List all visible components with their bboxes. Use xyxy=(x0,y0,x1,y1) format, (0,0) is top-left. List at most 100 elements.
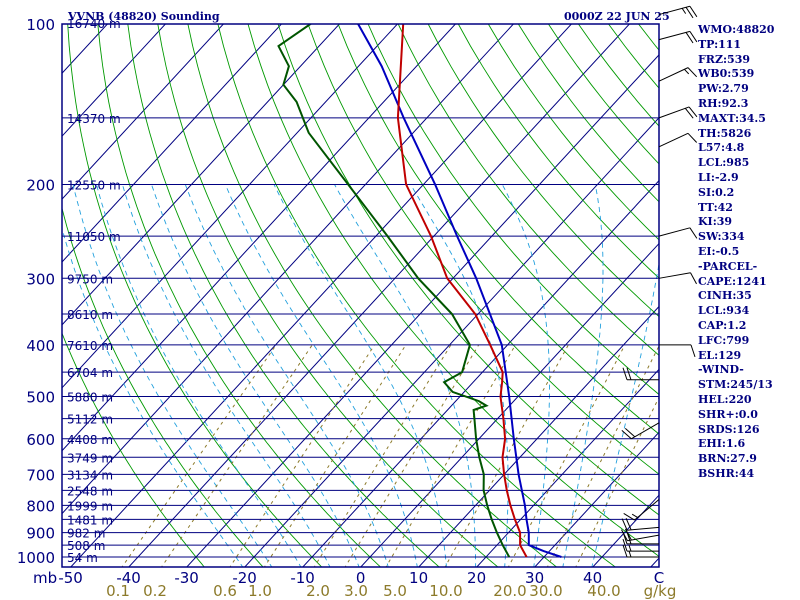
mixing-ratio-line xyxy=(229,344,375,567)
index-line: EHI:1.6 xyxy=(698,437,746,451)
index-line: TT:42 xyxy=(698,200,733,214)
moist-adiabat-line xyxy=(410,184,509,567)
height-label: 3749 m xyxy=(67,451,113,465)
plot-frame xyxy=(61,23,660,568)
index-line: LFC:799 xyxy=(698,333,750,347)
wind-barb-flag xyxy=(685,32,694,44)
wind-staff xyxy=(658,227,691,237)
pressure-label: 700 xyxy=(26,466,55,484)
wind-barb xyxy=(658,67,698,82)
temperature-tick-label: -30 xyxy=(174,569,199,587)
sounding-time: 0000Z 22 JUN 25 xyxy=(564,10,670,23)
temperature-trace xyxy=(396,24,528,558)
index-line: HEL:220 xyxy=(698,392,752,406)
wind-staff xyxy=(658,30,691,41)
isotherm-line xyxy=(62,24,167,137)
wind-barb xyxy=(658,106,698,119)
wind-barb xyxy=(659,344,696,358)
sounding-indices: WMO:48820 TP:111 FRZ:539 WB0:539 PW:2.79 RH:9… xyxy=(698,23,774,482)
temperature-unit-label: C xyxy=(654,569,664,587)
dry-adiabat-line xyxy=(62,332,205,567)
station-title: VVNB (48820) Sounding xyxy=(68,10,220,23)
temperature-tick-label: 0 xyxy=(356,569,366,587)
height-label: 6704 m xyxy=(67,366,113,380)
pressure-unit-label: mb xyxy=(33,569,57,587)
wind-barb xyxy=(658,5,698,19)
wind-barb-flag xyxy=(622,538,628,552)
mixing-ratio-line xyxy=(385,344,516,567)
index-line: KI:39 xyxy=(698,215,733,229)
mixing-ratio-tick-label: 20.0 xyxy=(493,582,526,600)
wind-barb-flag xyxy=(626,531,632,545)
wind-barb xyxy=(658,30,698,44)
isotherm-line xyxy=(244,116,659,567)
index-line: LCL:934 xyxy=(698,304,750,318)
wind-barb-flag xyxy=(622,531,628,545)
moist-adiabat-line xyxy=(184,184,389,567)
index-line: LI:-2.9 xyxy=(698,170,739,184)
wind-staff xyxy=(658,5,691,16)
isotherm-line xyxy=(186,54,659,567)
wind-barb xyxy=(622,531,659,545)
height-label: 1999 m xyxy=(67,499,113,513)
wind-staff xyxy=(658,272,691,279)
index-line: BSHR:44 xyxy=(698,466,755,480)
mixing-ratio-line xyxy=(160,344,313,567)
wind-barb-half xyxy=(684,68,690,75)
isotherm-line xyxy=(476,368,659,567)
temperature-tick-label: -40 xyxy=(116,569,141,587)
mixing-ratio-tick-label: 3.0 xyxy=(344,582,368,600)
wind-barb-flag xyxy=(621,518,628,531)
isotherm-line xyxy=(62,24,225,200)
moist-adiabat-line xyxy=(224,184,418,567)
wind-barb xyxy=(658,272,697,285)
wind-barb-flag xyxy=(622,544,628,558)
pressure-label: 800 xyxy=(26,497,55,515)
wind-barb-half xyxy=(628,550,632,558)
moist-adiabat-line xyxy=(62,226,244,567)
wind-barb xyxy=(622,538,659,552)
wind-staff xyxy=(627,534,660,542)
mixing-ratio-unit-label: g/kg xyxy=(644,582,677,600)
height-label: 8610 m xyxy=(67,308,113,322)
height-label: 5112 m xyxy=(67,413,113,427)
mixing-ratio-tick-label: 0.6 xyxy=(213,582,237,600)
moist-adiabat-line xyxy=(151,184,360,567)
temperature-tick-label: 30 xyxy=(525,569,544,587)
wind-barb-flag xyxy=(689,227,698,239)
index-line: MAXT:34.5 xyxy=(698,111,766,125)
mixing-ratio-line xyxy=(313,344,452,567)
pressure-label: 200 xyxy=(26,176,55,194)
wind-barb-flag xyxy=(626,367,632,380)
mixing-ratio-line xyxy=(344,344,480,567)
mixing-ratio-line xyxy=(507,344,626,567)
index-line: SW:334 xyxy=(698,230,745,244)
mixing-ratio-line xyxy=(444,344,569,567)
dry-adiabat-line xyxy=(97,24,382,567)
moist-adiabat-line xyxy=(72,184,273,567)
wind-barb-flag xyxy=(687,67,698,78)
mixing-ratio-line xyxy=(263,344,407,567)
pressure-label: 600 xyxy=(26,431,55,449)
wind-barb-flag xyxy=(685,7,694,19)
mixing-ratio-tick-label: 2.0 xyxy=(306,582,330,600)
height-label: 3134 m xyxy=(67,468,113,482)
wind-barb-flag xyxy=(625,518,632,531)
mixing-ratio-tick-label: 0.1 xyxy=(106,582,130,600)
height-label: 5880 m xyxy=(67,391,113,405)
wind-barb xyxy=(623,499,660,521)
height-label: 9750 m xyxy=(67,272,113,286)
wind-barb-flag xyxy=(622,367,628,380)
wind-barb xyxy=(621,422,660,440)
mixing-ratio-tick-label: 40.0 xyxy=(587,582,620,600)
pressure-label: 900 xyxy=(26,525,55,543)
wind-barb-flag xyxy=(687,132,698,143)
index-line: SI:0.2 xyxy=(698,185,735,199)
pressure-label: 400 xyxy=(26,337,55,355)
moist-adiabat-line xyxy=(501,184,550,567)
wind-barb-flag xyxy=(624,428,636,438)
index-line: PW:2.79 xyxy=(698,82,749,96)
index-line: SRDS:126 xyxy=(698,422,760,436)
